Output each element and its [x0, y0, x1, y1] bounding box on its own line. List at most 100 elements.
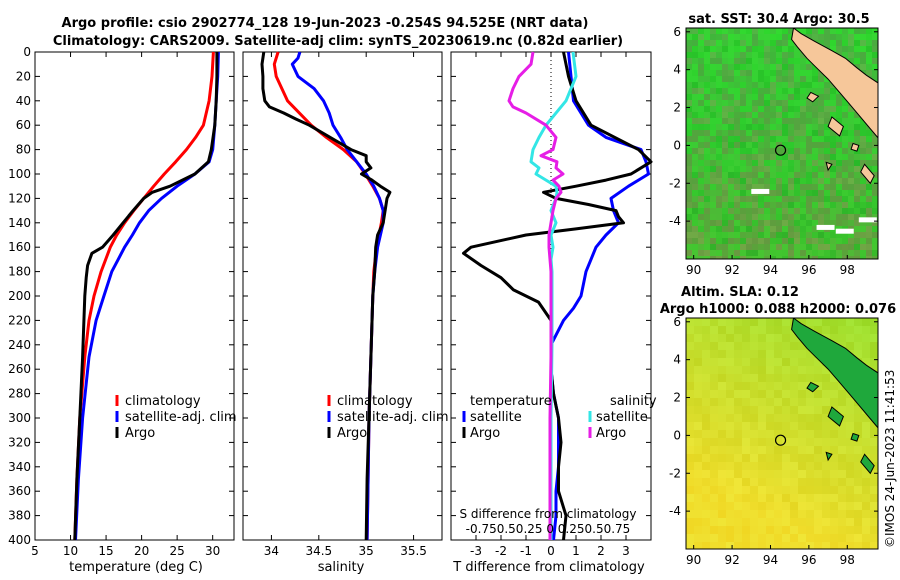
map-cell [726, 534, 734, 542]
map-cell [774, 462, 782, 470]
map-cell [854, 154, 860, 160]
map-cell [704, 178, 710, 184]
map-cell [746, 70, 752, 76]
map-cell [716, 250, 722, 256]
map-cell [686, 208, 692, 214]
map-cell [710, 214, 716, 220]
map-cell [798, 366, 806, 374]
map-cell [726, 430, 734, 438]
map-cell [788, 82, 794, 88]
map-cell [710, 64, 716, 70]
map-cell [698, 142, 704, 148]
map-cell [866, 52, 872, 58]
map-cell [806, 76, 812, 82]
map-cell [728, 166, 734, 172]
map-cell [722, 220, 728, 226]
map-cell [830, 422, 838, 430]
map-cell [740, 94, 746, 100]
map-cell [740, 214, 746, 220]
map-cell [860, 142, 866, 148]
map-cell [734, 214, 740, 220]
map-cell [806, 190, 812, 196]
map-cell [758, 178, 764, 184]
map-cell [766, 526, 774, 534]
map-cell [752, 112, 758, 118]
map-cell [752, 142, 758, 148]
map-cell [742, 318, 750, 326]
map-cell [698, 184, 704, 190]
map-cell [702, 374, 710, 382]
map-cell [872, 40, 878, 46]
map-cell [842, 214, 848, 220]
map-cell [818, 136, 824, 142]
map-cell [734, 366, 742, 374]
map-cell [872, 76, 878, 82]
map-cell [774, 414, 782, 422]
map-cell [824, 214, 830, 220]
map-cell [824, 28, 830, 34]
map-cell [854, 118, 860, 124]
map-cell [854, 52, 860, 58]
map-cell [818, 244, 824, 250]
map-cell [758, 220, 764, 226]
map-cell [822, 422, 830, 430]
map-cell [872, 196, 878, 202]
map-cell [694, 454, 702, 462]
map-cell [854, 526, 862, 534]
map-cell [758, 184, 764, 190]
map-cell [710, 510, 718, 518]
map-cell [836, 172, 842, 178]
map-frame [685, 27, 879, 260]
map-cell [734, 112, 740, 118]
map-cell [742, 326, 750, 334]
map-cell [824, 136, 830, 142]
map-cell [790, 446, 798, 454]
map-cell [838, 478, 846, 486]
map-cell [710, 494, 718, 502]
map-cell [774, 374, 782, 382]
map-cell [818, 34, 824, 40]
map-cell [790, 494, 798, 502]
map-cell [800, 214, 806, 220]
map-cell [798, 350, 806, 358]
map-cell [766, 350, 774, 358]
map-cell [698, 256, 704, 259]
map-cell [812, 88, 818, 94]
map-cell [750, 406, 758, 414]
map-cell [722, 148, 728, 154]
map-cell [854, 534, 862, 542]
map-cell [870, 358, 878, 366]
map-cell [770, 202, 776, 208]
map-cell [822, 382, 830, 390]
map-cell [818, 118, 824, 124]
map-cell [716, 124, 722, 130]
x-tick-label: 2 [597, 544, 605, 558]
map-cell [788, 250, 794, 256]
map-cell [686, 406, 694, 414]
map-cell [806, 374, 814, 382]
map-cell [846, 414, 854, 422]
map-cell [752, 208, 758, 214]
map-cell [812, 196, 818, 202]
map-cell [824, 130, 830, 136]
map-cell [686, 494, 694, 502]
map-cell [758, 124, 764, 130]
map-cell [822, 430, 830, 438]
map-cell [704, 40, 710, 46]
map-cell [722, 52, 728, 58]
map-cell [716, 196, 722, 202]
map-cell [822, 446, 830, 454]
map-cell [734, 64, 740, 70]
x-tick-label: 96 [801, 553, 816, 567]
map-cell [752, 238, 758, 244]
map-cell [686, 226, 692, 232]
map-cell [698, 136, 704, 142]
map-cell [764, 88, 770, 94]
x-tick-label: 94 [763, 553, 778, 567]
map-cell [770, 226, 776, 232]
map-cell [872, 136, 878, 142]
map-cell [710, 142, 716, 148]
map-cell [766, 534, 774, 542]
map-cell [818, 178, 824, 184]
map-cell [788, 34, 794, 40]
